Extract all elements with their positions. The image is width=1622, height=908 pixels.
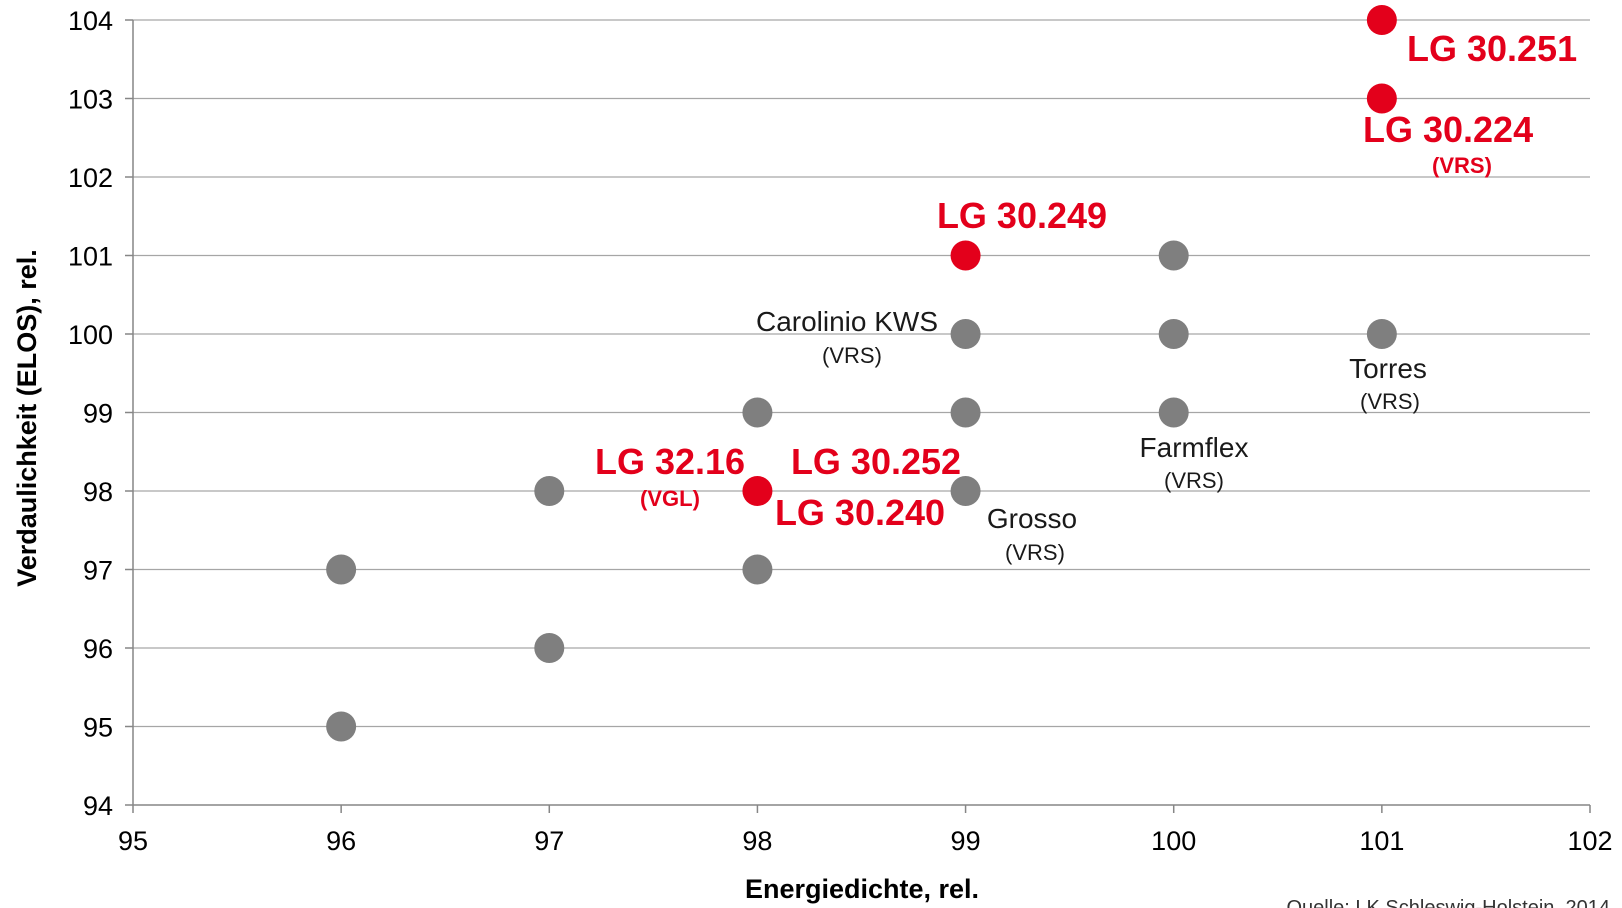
data-point-s0-5 [742, 554, 773, 585]
x-tick-label-99: 99 [951, 826, 981, 856]
y-tick-label-98: 98 [83, 477, 113, 507]
y-axis-title: Verdaulichkeit (ELOS), rel. [12, 249, 42, 587]
label-torres-vrs: (VRS) [1360, 389, 1420, 414]
data-point-s1-1 [1366, 83, 1397, 114]
y-tick-label-104: 104 [68, 6, 113, 36]
source-note: Quelle: LK Schleswig-Holstein, 2014 [1286, 897, 1610, 908]
data-point-s0-0 [326, 554, 357, 585]
data-point-s0-11 [1158, 397, 1189, 428]
y-tick-label-95: 95 [83, 713, 113, 743]
data-points [326, 5, 1397, 742]
label-farmflex: Farmflex [1140, 432, 1249, 463]
label-carolinio-kws-vrs: (VRS) [822, 343, 882, 368]
x-axis-title: Energiedichte, rel. [745, 874, 979, 904]
data-point-s0-3 [534, 633, 565, 663]
data-point-s0-4 [742, 397, 773, 428]
data-point-s0-1 [326, 711, 357, 742]
data-point-s0-7 [950, 397, 981, 428]
y-tick-label-102: 102 [68, 163, 113, 193]
label-farmflex-vrs: (VRS) [1164, 468, 1224, 493]
y-tick-label-101: 101 [68, 242, 113, 272]
data-point-s0-6 [950, 319, 981, 349]
y-tick-label-99: 99 [83, 399, 113, 429]
x-tick-label-97: 97 [534, 826, 564, 856]
label-grosso-vrs: (VRS) [1005, 540, 1065, 565]
label-lg-30-224: LG 30.224 [1363, 109, 1533, 150]
x-tick-label-101: 101 [1359, 826, 1404, 856]
y-tick-label-100: 100 [68, 320, 113, 350]
label-grosso: Grosso [987, 503, 1077, 534]
label-lg-30-240: LG 30.240 [775, 492, 945, 533]
y-tick-label-97: 97 [83, 556, 113, 586]
label-lg-30-252: LG 30.252 [791, 441, 961, 482]
x-tick-label-95: 95 [118, 826, 148, 856]
data-point-s0-9 [1158, 240, 1189, 271]
data-point-s0-2 [534, 476, 565, 506]
y-tick-label-103: 103 [68, 85, 113, 115]
label-lg-30-249: LG 30.249 [937, 195, 1107, 236]
y-tick-label-94: 94 [83, 791, 113, 821]
data-point-s1-2 [950, 240, 981, 271]
point-labels: LG 30.251 LG 30.224 (VRS) LG 30.249 LG 3… [595, 28, 1577, 565]
label-carolinio-kws: Carolinio KWS [756, 306, 938, 337]
label-torres: Torres [1349, 353, 1427, 384]
grid-lines [133, 19, 1590, 728]
x-tick-label-102: 102 [1567, 826, 1612, 856]
label-lg-30-224-vrs: (VRS) [1432, 153, 1492, 178]
label-lg-30-251: LG 30.251 [1407, 28, 1577, 69]
label-lg-32-16: LG 32.16 [595, 441, 745, 482]
label-lg-32-16-vgl: (VGL) [640, 486, 700, 511]
y-tick-label-96: 96 [83, 634, 113, 664]
x-tick-label-100: 100 [1151, 826, 1196, 856]
data-point-s1-3 [742, 476, 773, 506]
data-point-s0-8 [950, 476, 981, 506]
data-point-s0-10 [1158, 319, 1189, 349]
x-tick-label-96: 96 [326, 826, 356, 856]
data-point-s1-0 [1366, 5, 1397, 35]
data-point-s0-12 [1366, 319, 1397, 349]
x-tick-label-98: 98 [742, 826, 772, 856]
